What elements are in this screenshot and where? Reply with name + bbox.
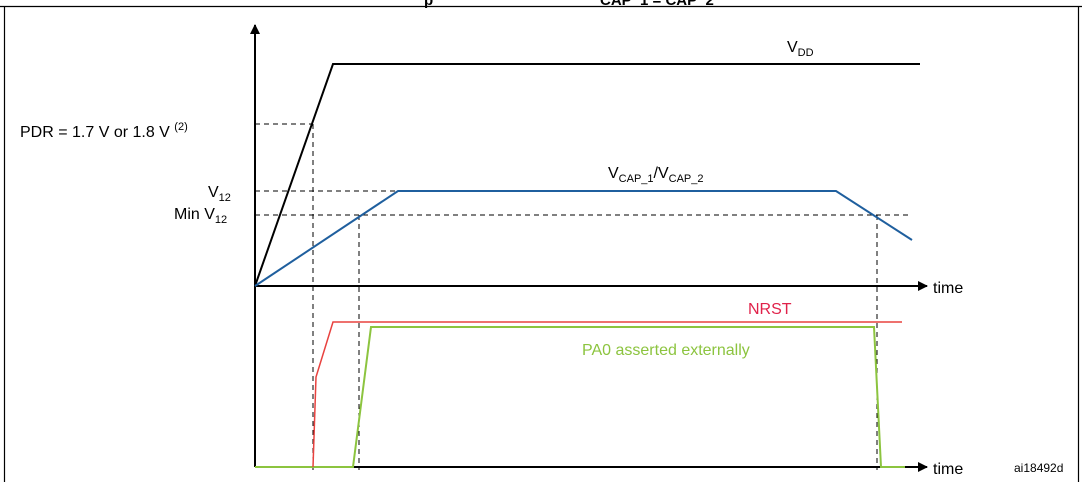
vcap-label: VCAP_1/VCAP_2 (608, 165, 704, 185)
pdr-label: PDR = 1.7 V or 1.8 V (2) (20, 121, 188, 141)
pa0-label: PA0 asserted externally (582, 342, 750, 359)
v12-label: V12 (208, 184, 231, 204)
vdd-waveform (254, 63, 920, 287)
nrst-label: NRST (748, 301, 792, 318)
nrst-waveform (312, 321, 902, 468)
time-label-bottom: time (933, 461, 963, 478)
header-right-fragment: CAP_1 = CAP_2 (600, 0, 714, 9)
vcap-waveform (254, 190, 913, 287)
min-v12-label: Min V12 (174, 206, 227, 226)
figure-id-label: ai18492d (1014, 461, 1063, 475)
guide-lines (255, 123, 912, 470)
pa0-waveform (255, 326, 905, 468)
vdd-label: VDD (787, 39, 814, 59)
header-left-fragment: p (424, 0, 433, 9)
time-label-top: time (933, 280, 963, 297)
